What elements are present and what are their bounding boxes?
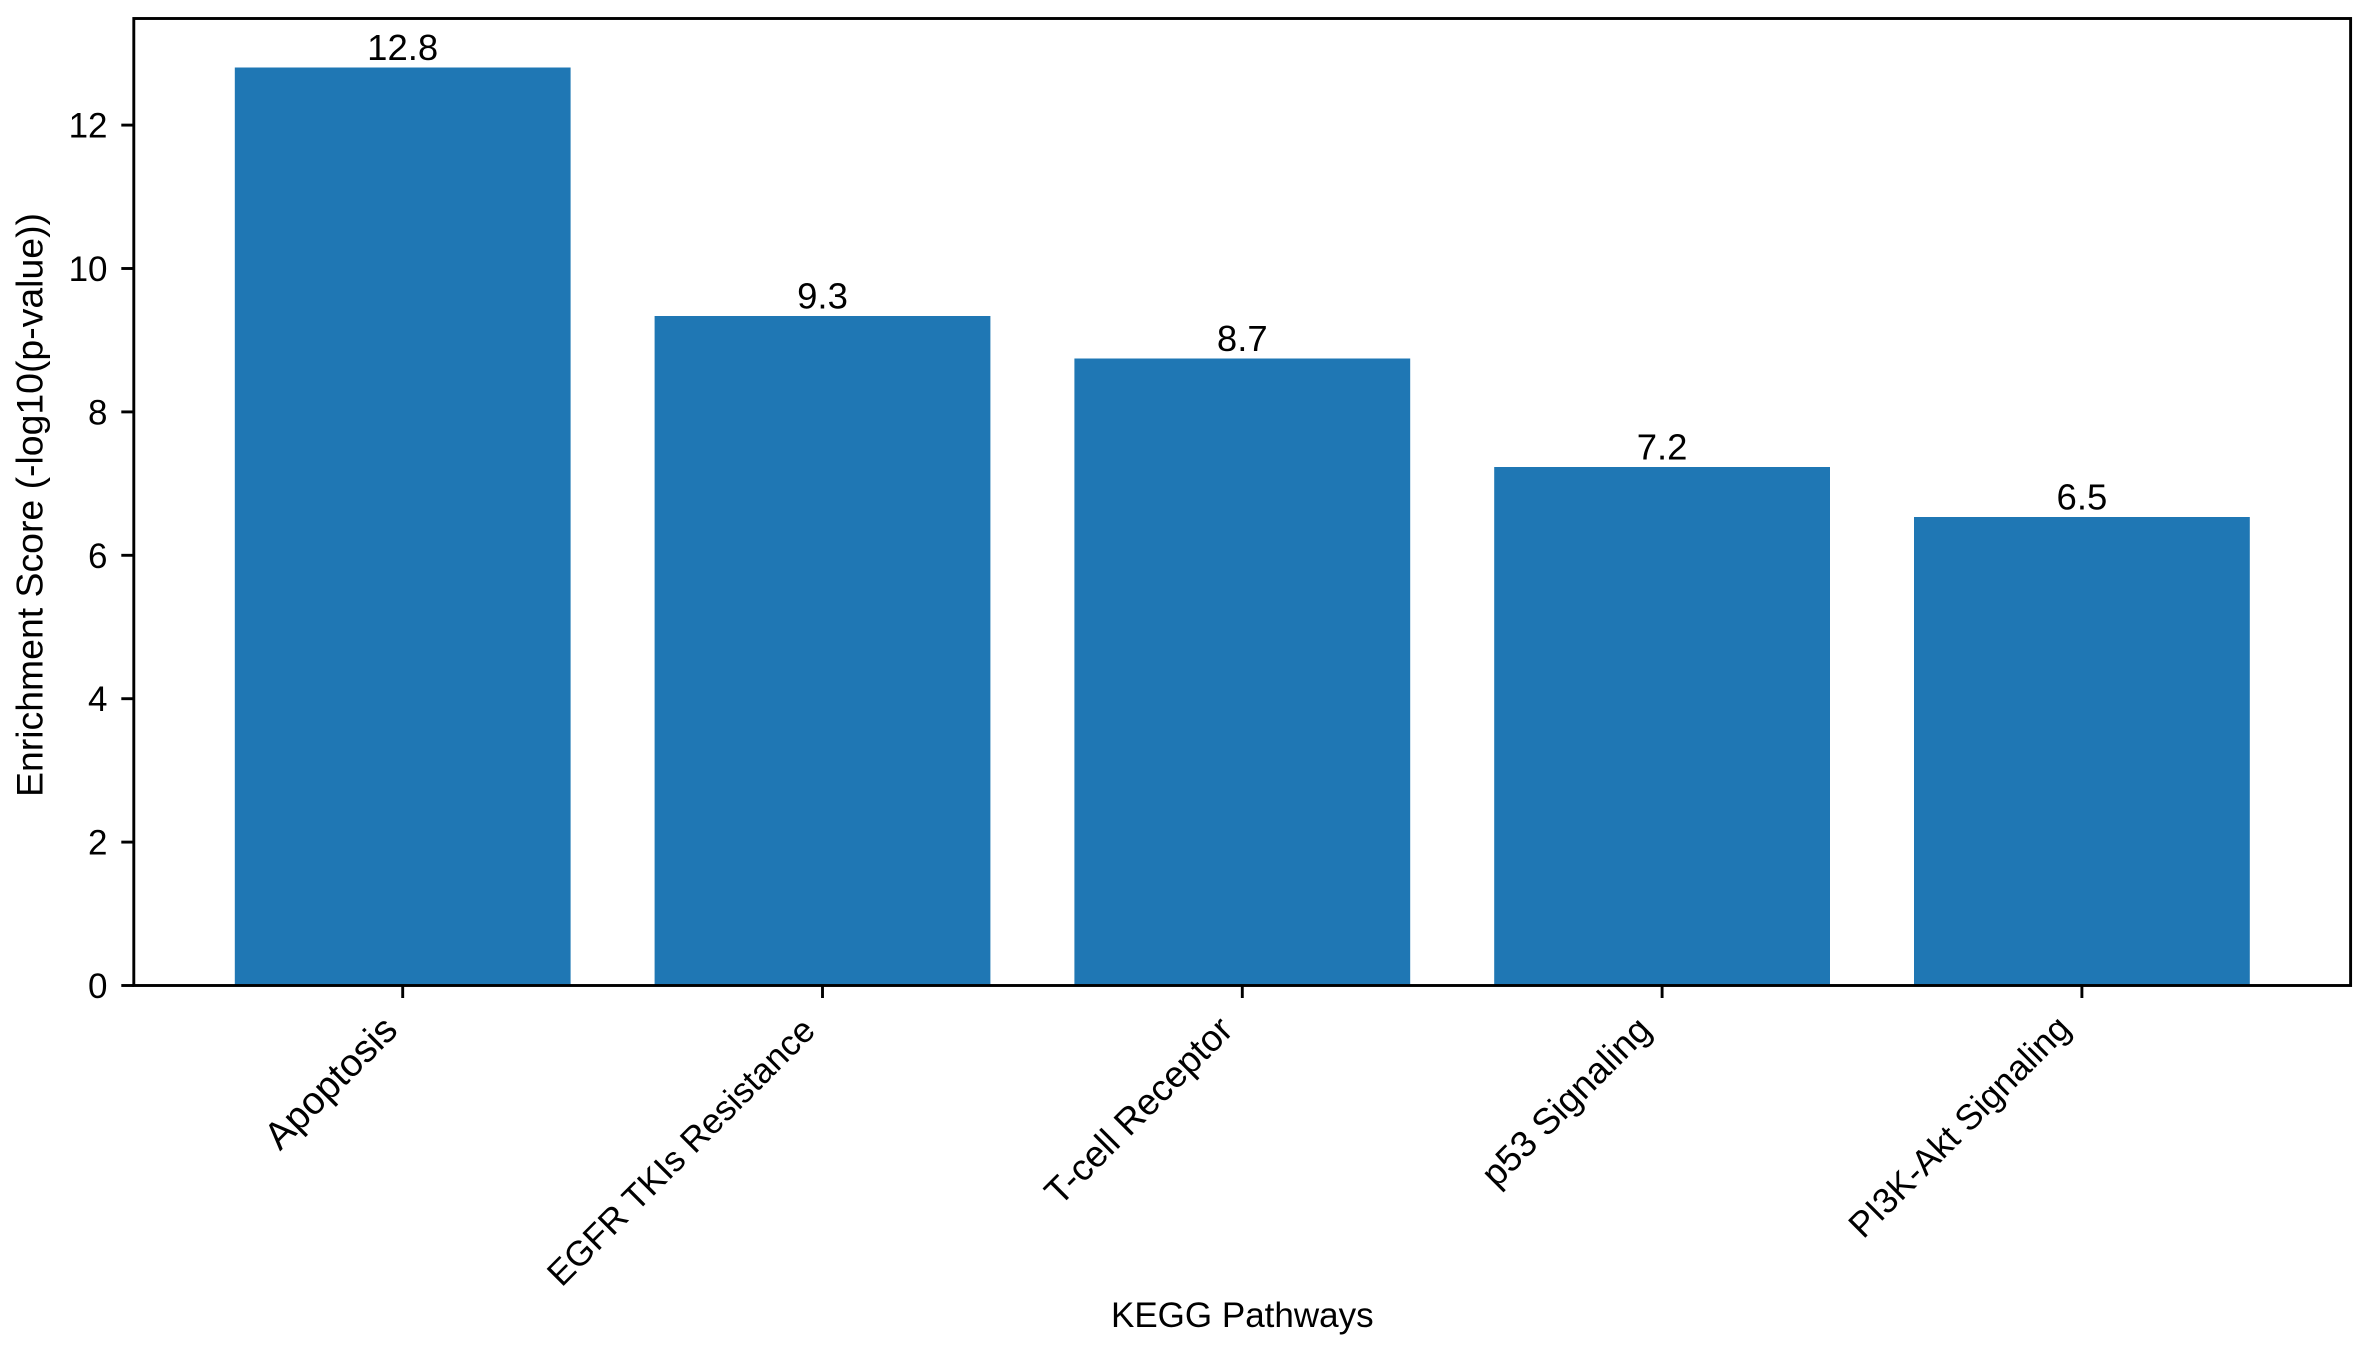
svg-text:7.2: 7.2 bbox=[1637, 426, 1688, 467]
svg-text:Enrichment Score (-log10(p-val: Enrichment Score (-log10(p-value)) bbox=[9, 213, 51, 797]
svg-text:9.3: 9.3 bbox=[797, 275, 848, 316]
svg-text:12.8: 12.8 bbox=[367, 27, 438, 68]
svg-text:6.5: 6.5 bbox=[2057, 476, 2108, 517]
svg-text:6: 6 bbox=[88, 537, 107, 576]
svg-text:4: 4 bbox=[88, 680, 107, 719]
svg-text:12: 12 bbox=[69, 107, 108, 146]
svg-text:0: 0 bbox=[88, 967, 107, 1006]
svg-text:8.7: 8.7 bbox=[1217, 318, 1268, 359]
svg-text:KEGG Pathways: KEGG Pathways bbox=[1111, 1296, 1374, 1335]
svg-text:2: 2 bbox=[88, 824, 107, 863]
svg-text:10: 10 bbox=[69, 250, 108, 289]
svg-text:8: 8 bbox=[88, 393, 107, 432]
